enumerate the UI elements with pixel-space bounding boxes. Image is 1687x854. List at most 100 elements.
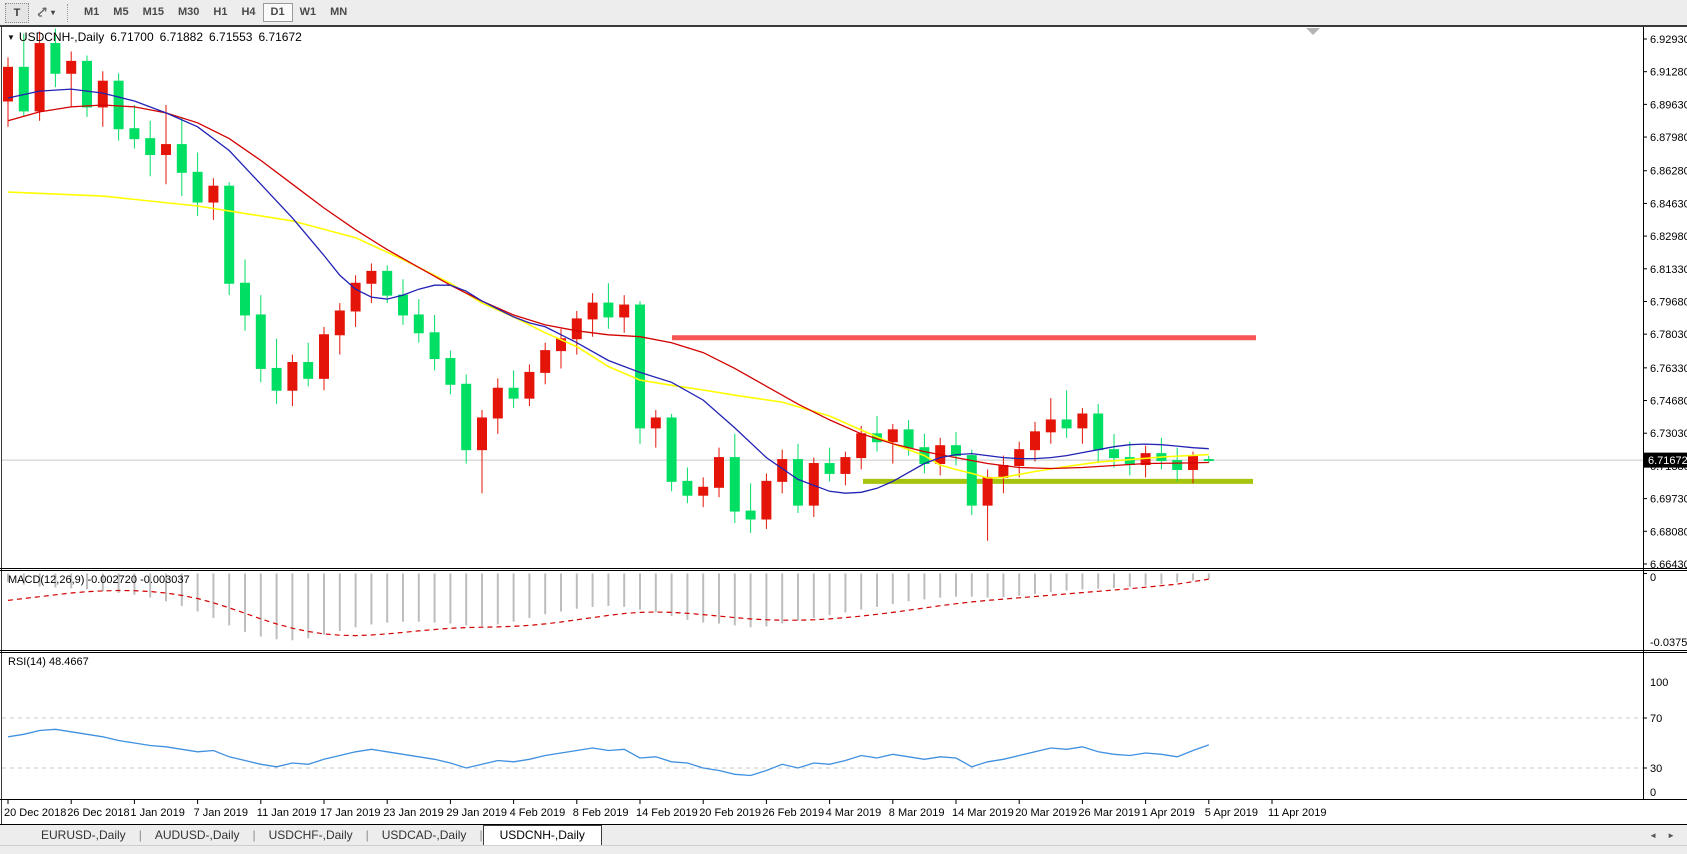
candle-body — [856, 433, 867, 459]
price-tick-label: 6.91280 — [1650, 67, 1687, 79]
candle-body — [413, 314, 424, 334]
timeframe-button-m5[interactable]: M5 — [113, 6, 129, 18]
candle-body — [793, 459, 803, 506]
candle-body — [208, 185, 219, 203]
price-tick-label: 6.79680 — [1650, 296, 1687, 308]
candle-body — [556, 338, 566, 352]
price-tick-label: 6.68080 — [1650, 526, 1687, 538]
candle-body — [319, 334, 329, 379]
price-tick-label: 6.89630 — [1650, 99, 1687, 111]
chart-top-border — [0, 25, 1687, 27]
macd-axis-zero: 0 — [1650, 572, 1656, 584]
date-tick-label: 1 Jan 2019 — [130, 807, 184, 819]
candle-body — [192, 171, 203, 203]
arrows-tool-button[interactable]: ▾ — [31, 4, 59, 22]
main-macd-separator[interactable] — [0, 570, 1687, 571]
macd-rsi-separator[interactable] — [0, 652, 1687, 653]
candle-body — [603, 302, 614, 318]
candle-body — [445, 358, 456, 385]
ohlc-low: 6.71553 — [209, 30, 253, 44]
price-tick-label: 6.81330 — [1650, 264, 1687, 276]
date-tick-label: 20 Dec 2018 — [4, 807, 66, 819]
chart-background — [0, 25, 1687, 825]
candle-body — [303, 361, 314, 379]
candle-body — [777, 459, 788, 482]
tab-usdcnh-daily[interactable]: USDCNH-,Daily — [482, 825, 602, 846]
timeframe-button-mn[interactable]: MN — [330, 6, 348, 18]
date-tick-label: 8 Mar 2019 — [889, 807, 945, 819]
toolbar-separator — [67, 3, 69, 22]
tab-separator: | — [479, 828, 483, 842]
macd-rsi-separator[interactable] — [0, 650, 1687, 651]
candle-body — [1109, 449, 1119, 459]
collapse-chart-icon[interactable]: ▼ — [7, 32, 15, 42]
date-tick-label: 4 Mar 2019 — [826, 807, 882, 819]
tab-separator: | — [365, 828, 369, 842]
candle-body — [840, 457, 851, 474]
candle-body — [1014, 449, 1025, 467]
main-macd-separator[interactable] — [0, 568, 1687, 569]
candle-body — [903, 429, 914, 449]
date-tick-label: 20 Feb 2019 — [699, 807, 761, 819]
price-tick-label: 6.73030 — [1650, 428, 1687, 440]
date-tick-label: 26 Mar 2019 — [1078, 807, 1140, 819]
tab-scroll-left-icon[interactable]: ◄ — [1649, 831, 1658, 840]
ohlc-open: 6.71700 — [110, 30, 154, 44]
chart-left-border — [1, 25, 2, 825]
candle-body — [82, 60, 92, 108]
candle-body — [50, 43, 61, 74]
tab-usdchf-daily[interactable]: USDCHF-,Daily — [268, 828, 353, 842]
tab-separator: | — [252, 828, 256, 842]
current-price-badge-label: 6.71672 — [1648, 455, 1687, 467]
candle-body — [540, 350, 551, 373]
candle-body — [240, 282, 250, 316]
resistance-hline[interactable] — [672, 335, 1256, 341]
date-tick-label: 23 Jan 2019 — [383, 807, 444, 819]
tab-audusd-daily[interactable]: AUDUSD-,Daily — [154, 828, 240, 842]
timeframe-button-m30[interactable]: M30 — [177, 6, 200, 18]
timeframe-button-m1[interactable]: M1 — [84, 6, 100, 18]
candle-body — [18, 66, 29, 112]
timeframe-button-m15[interactable]: M15 — [142, 6, 164, 18]
timeframe-button-h4[interactable]: H4 — [241, 6, 256, 18]
macd-label: MACD(12,26,9) -0.002720 -0.003037 — [8, 574, 190, 586]
tab-eurusd-daily[interactable]: EURUSD-,Daily — [41, 828, 126, 842]
price-tick-label: 6.69730 — [1650, 494, 1687, 506]
candle-body — [587, 302, 598, 320]
candle-body — [1093, 413, 1104, 451]
status-bar — [0, 845, 1687, 854]
date-tick-label: 1 Apr 2019 — [1142, 807, 1195, 819]
price-tick-label: 6.66430 — [1650, 559, 1687, 571]
macd-signal-line — [7, 578, 1209, 637]
candle-body — [350, 282, 361, 312]
candle-body — [461, 383, 472, 451]
candle-body — [714, 457, 724, 488]
date-tick-label: 11 Apr 2019 — [1268, 807, 1327, 819]
candle-body — [682, 480, 693, 496]
candle-body — [951, 445, 961, 457]
rsi-axis-label: 30 — [1650, 763, 1662, 775]
candle-body — [145, 138, 156, 155]
candle-body — [429, 332, 440, 360]
timeframe-button-d1[interactable]: D1 — [262, 3, 293, 22]
date-tick-label: 8 Feb 2019 — [573, 807, 629, 819]
arrows-tool-icon — [35, 5, 50, 21]
timeframe-button-h1[interactable]: H1 — [213, 6, 228, 18]
candle-body — [887, 429, 898, 443]
candle-body — [824, 463, 835, 474]
ohlc-close: 6.71672 — [258, 30, 302, 44]
rsi-axis-label: 100 — [1650, 677, 1668, 689]
candle-body — [366, 270, 377, 284]
date-tick-label: 29 Jan 2019 — [446, 807, 507, 819]
tab-usdcad-daily[interactable]: USDCAD-,Daily — [381, 828, 467, 842]
date-tick-label: 14 Mar 2019 — [952, 807, 1014, 819]
candle-body — [334, 310, 345, 336]
chart-shift-marker[interactable] — [1306, 28, 1320, 35]
support-hline[interactable] — [863, 478, 1253, 484]
candle-body — [761, 480, 772, 520]
candle-body — [113, 80, 124, 130]
timeframe-button-w1[interactable]: W1 — [299, 6, 317, 18]
tab-scroll-right-icon[interactable]: ► — [1667, 831, 1675, 840]
text-tool-button[interactable]: T — [5, 2, 29, 23]
